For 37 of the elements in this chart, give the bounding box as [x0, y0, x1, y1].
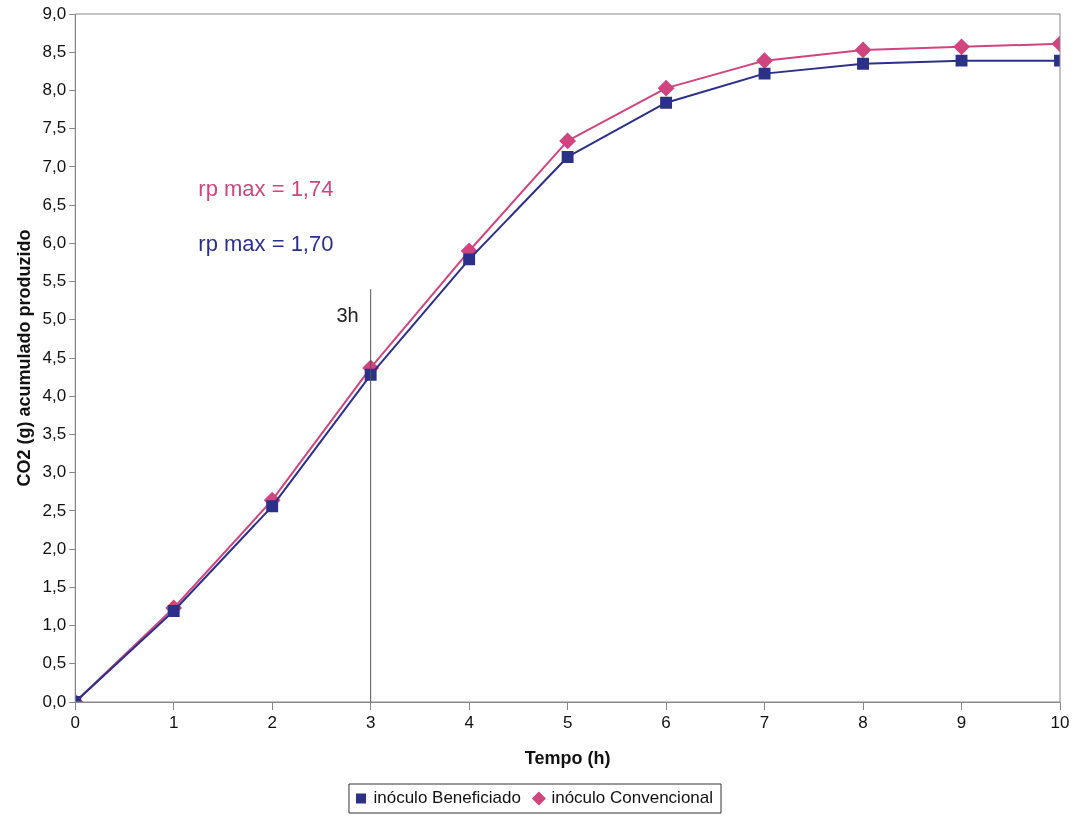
x-tick-label: 9 [956, 712, 967, 732]
y-tick-label: 2,0 [42, 538, 67, 558]
legend-label: inóculo Beneficiado [373, 788, 521, 808]
y-tick-label: 8,5 [42, 41, 67, 61]
y-tick-label: 0,0 [42, 691, 67, 711]
x-tick-label: 4 [464, 712, 474, 732]
x-tick-label: 7 [759, 712, 770, 732]
annotation: rp max = 1,74 [198, 175, 334, 201]
y-tick-label: 4,5 [42, 347, 67, 367]
x-tick-label: 3 [365, 712, 376, 732]
x-tick-label: 10 [1050, 712, 1070, 732]
y-tick-label: 8,0 [42, 80, 67, 100]
y-tick-label: 0,5 [42, 653, 67, 673]
y-tick-label: 5,0 [42, 309, 67, 329]
y-tick-label: 2,5 [42, 500, 67, 520]
x-tick-label: 5 [562, 712, 573, 732]
y-tick-label: 9,0 [42, 3, 67, 23]
y-tick-label: 1,0 [42, 615, 67, 635]
y-tick-label: 6,5 [42, 194, 67, 214]
y-tick-label: 1,5 [42, 577, 67, 597]
legend-label: inóculo Convencional [551, 788, 714, 808]
ref-line-label: 3h [336, 304, 359, 327]
x-axis-title: Tempo (h) [524, 748, 611, 769]
x-tick-label: 8 [858, 712, 868, 732]
y-tick-label: 5,5 [42, 271, 67, 291]
y-tick-label: 4,0 [42, 385, 67, 405]
y-tick-label: 7,0 [42, 156, 67, 176]
x-tick-label: 0 [70, 712, 80, 732]
y-axis-title: CO2 (g) acumulado produzido [13, 229, 34, 487]
x-tick-label: 2 [267, 712, 277, 732]
y-tick-label: 6,0 [42, 233, 67, 253]
x-tick-label: 1 [168, 712, 179, 732]
x-tick-label: 6 [661, 712, 671, 732]
annotation: rp max = 1,70 [198, 230, 334, 256]
y-tick-label: 7,5 [42, 118, 67, 138]
y-tick-label: 3,5 [42, 424, 67, 444]
y-tick-label: 3,0 [42, 462, 67, 482]
